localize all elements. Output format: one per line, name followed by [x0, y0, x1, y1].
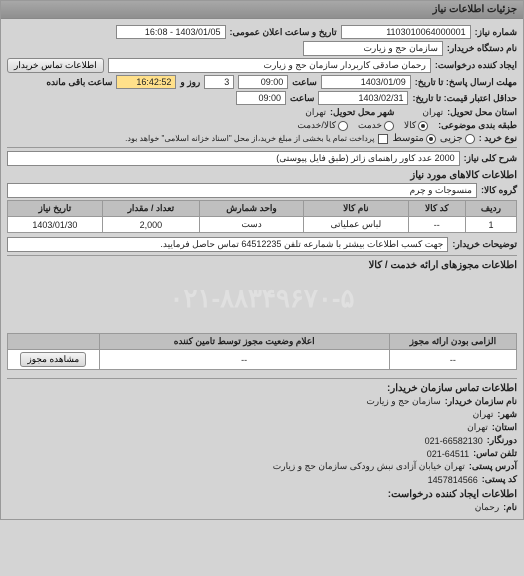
- buyer-org: سازمان حج و زیارت: [303, 41, 443, 56]
- creator-value: رحمان صادقی کاربردار سازمان حج و زیارت: [108, 58, 431, 73]
- budget-type-label: طبقه بندی موضوعی:: [438, 120, 517, 131]
- time-label-1: ساعت: [292, 77, 317, 88]
- request-no-label: شماره نیاز:: [475, 27, 517, 38]
- panel-title: جزئیات اطلاعات نیاز: [1, 1, 523, 19]
- prov-val: تهران: [467, 422, 488, 433]
- buyer-org-label: نام دستگاه خریدار:: [447, 43, 517, 54]
- purchase-type-label: نوع خرید :: [479, 133, 517, 144]
- addr-val: تهران خیابان آزادی نبش رودکی سازمان حج و…: [273, 461, 465, 472]
- valid-until-label: حداقل اعتبار قیمت: تا تاریخ:: [412, 93, 517, 104]
- announce-date-label: تاریخ و ساعت اعلان عمومی:: [230, 27, 337, 38]
- valid-until-date: 1403/02/31: [318, 91, 408, 105]
- radio-service[interactable]: خدمت: [358, 120, 394, 131]
- delivery-city-label: شهر محل تحویل:: [330, 107, 394, 118]
- radio-small-label: جزیی: [440, 133, 463, 144]
- th-3: واحد شمارش: [199, 201, 303, 217]
- delivery-prov: تهران: [422, 107, 443, 118]
- buyer-note-label: توضیحات خریدار:: [452, 239, 517, 250]
- td-2: لباس عملیاتی: [304, 217, 409, 233]
- license-row: -- -- مشاهده مجوز: [8, 350, 517, 370]
- org-name-label: نام سازمان خریدار:: [445, 396, 517, 407]
- postcode-val: 1457814566: [428, 475, 478, 485]
- goods-group-label: گروه کالا:: [481, 185, 517, 196]
- goods-table: ردیف کد کالا نام کالا واحد شمارش تعداد /…: [7, 200, 517, 233]
- radio-small[interactable]: جزیی: [440, 133, 475, 144]
- city-label: شهر:: [497, 409, 517, 420]
- remain-days-label: روز و: [180, 77, 200, 88]
- prov-label: استان:: [492, 422, 517, 433]
- td-0: 1: [465, 217, 516, 233]
- deadline-time: 09:00: [238, 75, 288, 89]
- time-label-2: ساعت: [290, 93, 315, 104]
- deadline-label: مهلت ارسال پاسخ: تا تاریخ:: [415, 77, 517, 88]
- goods-info-header: اطلاعات کالاهای مورد نیاز: [7, 170, 517, 181]
- license-section-header: اطلاعات مجوزهای ارائه خدمت / کالا: [7, 260, 517, 271]
- remain-days: 3: [204, 75, 234, 89]
- fax-val: 021-66582130: [425, 436, 483, 446]
- radio-goods-service[interactable]: کالا/خدمت: [297, 120, 348, 131]
- radio-service-label: خدمت: [358, 120, 382, 131]
- deadline-date: 1403/01/09: [321, 75, 411, 89]
- announce-date: 1403/01/05 - 16:08: [116, 25, 226, 39]
- remain-time-label: ساعت باقی مانده: [46, 77, 112, 88]
- buyer-note-text: جهت کسب اطلاعات بیشتر با شمارعه تلفن 645…: [7, 237, 448, 252]
- watermark-area: ۰۲۱-۸۸۳۴۹۶۷۰-۵: [7, 273, 517, 333]
- radio-goods-service-label: کالا/خدمت: [297, 120, 336, 131]
- postcode-label: کد پستی:: [482, 474, 517, 485]
- th-1: کد کالا: [408, 201, 465, 217]
- valid-until-time: 09:00: [236, 91, 286, 105]
- phone-val: 021-64511: [427, 449, 469, 459]
- delivery-prov-label: استان محل تحویل:: [447, 107, 517, 118]
- name-label: نام:: [503, 502, 517, 513]
- th-5: تاریخ نیاز: [8, 201, 103, 217]
- th-4: تعداد / مقدار: [102, 201, 199, 217]
- name-val: رحمان: [475, 502, 499, 513]
- need-text: 2000 عدد کاور راهنمای زائر (طبق فایل پیو…: [7, 151, 460, 166]
- payment-note: پرداخت تمام یا بخشی از مبلغ خرید،از محل …: [125, 134, 374, 143]
- goods-group: منسوجات و چرم: [7, 183, 477, 198]
- buyer-contact-button[interactable]: اطلاعات تماس خریدار: [7, 58, 104, 73]
- radio-goods-label: کالا: [404, 120, 416, 131]
- creator-header: اطلاعات ایجاد کننده درخواست:: [7, 489, 517, 500]
- lic-th-1: الزامی بودن ارائه مجوز: [389, 334, 516, 350]
- lic-td-2: --: [99, 350, 389, 370]
- details-panel: جزئیات اطلاعات نیاز شماره نیاز: 11030100…: [0, 0, 524, 520]
- org-name: سازمان حج و زیارت: [366, 396, 440, 407]
- request-no: 1103010064000001: [341, 25, 471, 39]
- td-1: --: [408, 217, 465, 233]
- radio-medium[interactable]: متوسط: [392, 133, 435, 144]
- td-4: 2,000: [102, 217, 199, 233]
- treasury-checkbox[interactable]: [378, 134, 388, 144]
- view-license-button[interactable]: مشاهده مجوز: [20, 352, 86, 367]
- delivery-city: تهران: [305, 107, 326, 118]
- radio-goods[interactable]: کالا: [404, 120, 428, 131]
- lic-th-2: اعلام وضعیت مجوز توسط تامین کننده: [99, 334, 389, 350]
- th-0: ردیف: [465, 201, 516, 217]
- contact-header: اطلاعات تماس سازمان خریدار:: [7, 383, 517, 394]
- td-5: 1403/01/30: [8, 217, 103, 233]
- td-3: دست: [199, 217, 303, 233]
- table-row: 1 -- لباس عملیاتی دست 2,000 1403/01/30: [8, 217, 517, 233]
- need-label: شرح کلی نیاز:: [464, 153, 517, 164]
- main-fields: شماره نیاز: 1103010064000001 تاریخ و ساع…: [1, 19, 523, 519]
- lic-td-1: --: [389, 350, 516, 370]
- addr-label: آدرس پستی:: [469, 461, 517, 472]
- license-table: الزامی بودن ارائه مجوز اعلام وضعیت مجوز …: [7, 333, 517, 370]
- fax-label: دورنگار:: [487, 435, 517, 446]
- watermark-text: ۰۲۱-۸۸۳۴۹۶۷۰-۵: [170, 283, 355, 314]
- remain-time: 16:42:52: [116, 75, 176, 89]
- creator-label: ایجاد کننده درخواست:: [435, 60, 517, 71]
- th-2: نام کالا: [304, 201, 409, 217]
- phone-label: تلفن تماس:: [473, 448, 517, 459]
- city-val: تهران: [473, 409, 494, 420]
- radio-medium-label: متوسط: [392, 133, 423, 144]
